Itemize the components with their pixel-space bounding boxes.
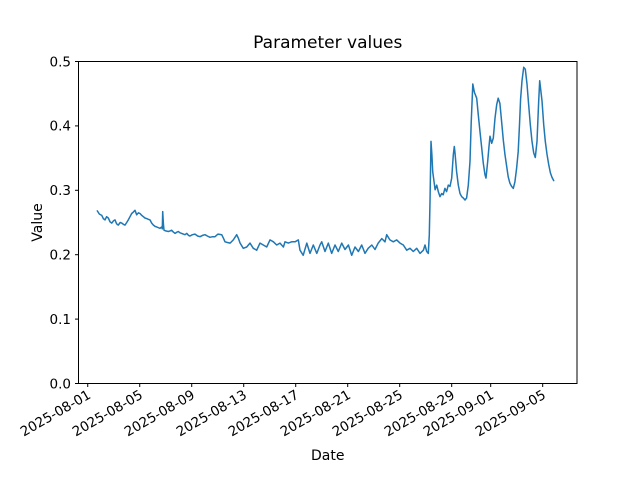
y-tick-label: 0.4 bbox=[50, 119, 71, 135]
y-tick-label: 0.0 bbox=[50, 376, 71, 392]
y-tick-label: 0.3 bbox=[50, 183, 71, 199]
y-tick-label: 0.2 bbox=[50, 248, 71, 264]
y-tick-label: 0.5 bbox=[50, 54, 71, 70]
plot-area: 0.00.10.20.30.40.52025-08-012025-08-0520… bbox=[18, 54, 578, 440]
y-axis-label: Value bbox=[30, 203, 46, 241]
axes-border bbox=[78, 61, 578, 384]
data-line bbox=[96, 66, 555, 257]
x-axis-label: Date bbox=[311, 448, 344, 464]
chart-title: Parameter values bbox=[253, 33, 402, 53]
y-tick-label: 0.1 bbox=[50, 312, 71, 328]
